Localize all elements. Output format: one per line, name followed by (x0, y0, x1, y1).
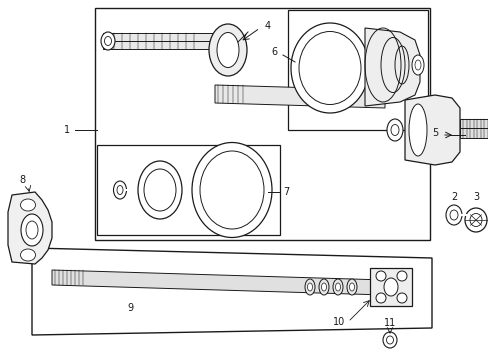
Ellipse shape (113, 181, 126, 199)
Ellipse shape (217, 32, 239, 68)
Bar (103, 33, 213, 41)
Text: 11: 11 (383, 318, 395, 328)
Ellipse shape (143, 169, 176, 211)
Ellipse shape (449, 210, 457, 220)
Ellipse shape (396, 271, 406, 281)
Polygon shape (364, 28, 419, 106)
Ellipse shape (117, 185, 123, 194)
Ellipse shape (318, 279, 328, 295)
Ellipse shape (411, 55, 423, 75)
Ellipse shape (138, 161, 182, 219)
Text: 10: 10 (332, 317, 345, 327)
Ellipse shape (321, 283, 326, 291)
Ellipse shape (375, 271, 385, 281)
Bar (97, 145, 280, 235)
Ellipse shape (305, 279, 314, 295)
Ellipse shape (414, 60, 420, 70)
Text: 8: 8 (19, 175, 25, 185)
Ellipse shape (101, 32, 115, 50)
Ellipse shape (349, 283, 354, 291)
Polygon shape (404, 95, 459, 165)
Ellipse shape (307, 283, 312, 291)
Ellipse shape (20, 199, 36, 211)
Ellipse shape (346, 279, 356, 295)
Ellipse shape (383, 278, 397, 296)
Ellipse shape (382, 332, 396, 348)
Ellipse shape (298, 31, 360, 104)
Ellipse shape (445, 205, 461, 225)
Ellipse shape (335, 283, 340, 291)
Ellipse shape (375, 293, 385, 303)
Bar (459, 128, 488, 138)
Text: 3: 3 (472, 192, 478, 202)
Text: 7: 7 (283, 187, 289, 197)
Text: 4: 4 (264, 21, 270, 31)
Ellipse shape (104, 36, 111, 45)
Polygon shape (52, 270, 384, 295)
Ellipse shape (290, 23, 368, 113)
Polygon shape (8, 192, 52, 264)
Polygon shape (215, 85, 384, 108)
Ellipse shape (21, 214, 43, 246)
Bar (95, 8, 429, 240)
Ellipse shape (26, 221, 38, 239)
Text: 9: 9 (127, 303, 133, 313)
Bar (287, 10, 427, 130)
Ellipse shape (200, 151, 264, 229)
Bar (103, 41, 213, 49)
Ellipse shape (20, 249, 36, 261)
Ellipse shape (408, 104, 426, 156)
Text: 5: 5 (431, 128, 437, 138)
Text: 2: 2 (450, 192, 456, 202)
Text: 1: 1 (64, 125, 70, 135)
Ellipse shape (192, 143, 271, 238)
Ellipse shape (396, 293, 406, 303)
Ellipse shape (469, 213, 481, 226)
Bar (459, 119, 488, 128)
Ellipse shape (464, 208, 486, 232)
Polygon shape (32, 248, 431, 335)
Ellipse shape (208, 24, 246, 76)
Ellipse shape (386, 336, 393, 344)
Bar (369, 268, 411, 306)
Ellipse shape (390, 125, 398, 135)
Ellipse shape (386, 119, 402, 141)
Ellipse shape (332, 279, 342, 295)
Text: 6: 6 (271, 47, 278, 57)
